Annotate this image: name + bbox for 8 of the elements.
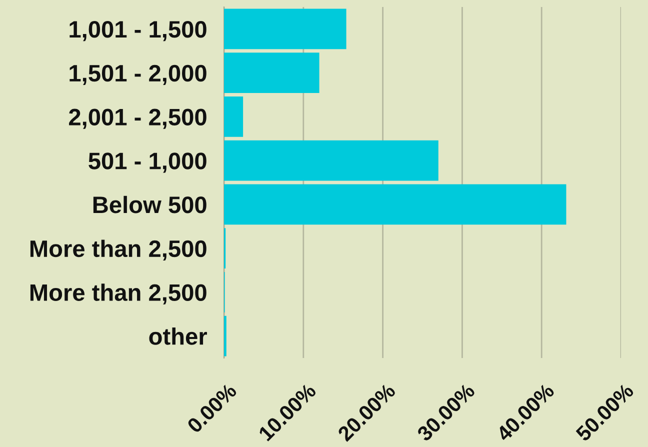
y-tick-label: 501 - 1,000 — [88, 152, 206, 173]
y-tick-label: 1,001 - 1,500 — [70, 21, 206, 42]
y-tick-label: Below 500 — [93, 196, 206, 214]
y-tick-label: More than 2,500 — [30, 284, 206, 304]
y-tick-label: More than 2,500 — [30, 240, 206, 261]
y-tick-label: 2,001 - 2,500 — [69, 108, 206, 129]
y-tick-label: other — [149, 328, 207, 345]
y-tick-label: 1,501 - 2,000 — [70, 64, 206, 86]
